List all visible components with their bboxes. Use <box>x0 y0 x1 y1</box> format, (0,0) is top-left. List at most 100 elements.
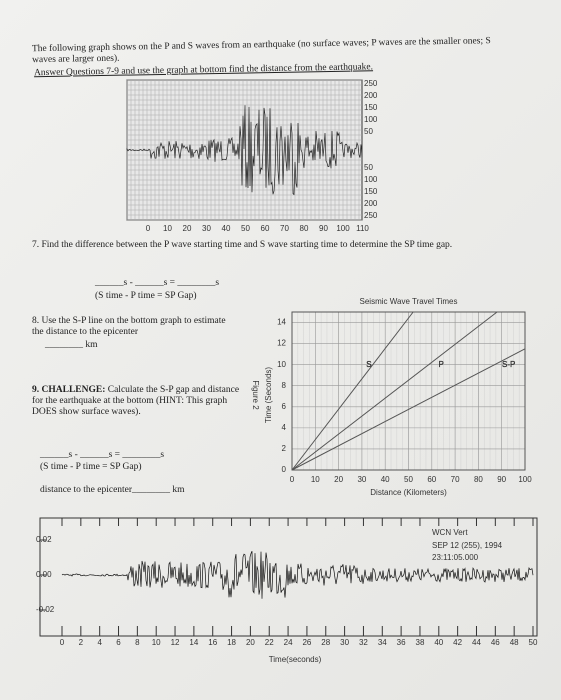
y-label: 200 <box>364 91 378 100</box>
y-tick-label: 4 <box>282 423 287 432</box>
x-tick-label: 50 <box>404 475 413 484</box>
x-label: 100 <box>336 224 350 233</box>
x-tick-label: 38 <box>416 638 425 647</box>
x-tick-label: 100 <box>518 475 532 484</box>
x-label: 90 <box>319 224 328 233</box>
x-tick-label: 30 <box>357 475 366 484</box>
x-tick-label: 22 <box>265 638 274 647</box>
x-tick-label: 36 <box>397 638 406 647</box>
x-tick-label: 32 <box>359 638 368 647</box>
blank-km: ________ km <box>45 340 98 350</box>
x-tick-label: 20 <box>334 475 343 484</box>
time: 23:11:05.000 <box>432 553 479 562</box>
question-8: 8. Use the S-P line on the bottom graph … <box>32 316 226 337</box>
y-label: 50 <box>364 127 373 136</box>
x-tick-label: 0 <box>60 638 65 647</box>
y-label: 100 <box>364 115 378 124</box>
y-tick-label: 14 <box>277 318 286 327</box>
x-tick-label: 12 <box>171 638 180 647</box>
x-tick-label: 4 <box>97 638 102 647</box>
formula: (S time - P time = SP Gap) <box>40 462 142 472</box>
series-label: P <box>438 360 443 369</box>
x-tick-label: 34 <box>378 638 387 647</box>
x-axis-label: Time(seconds) <box>269 655 322 664</box>
x-tick-label: 40 <box>381 475 390 484</box>
x-tick-label: 48 <box>510 638 519 647</box>
x-tick-label: 24 <box>284 638 293 647</box>
x-tick-label: 10 <box>311 475 320 484</box>
x-tick-label: 42 <box>453 638 462 647</box>
x-tick-label: 80 <box>474 475 483 484</box>
x-tick-label: 20 <box>246 638 255 647</box>
x-label: 0 <box>146 224 151 233</box>
series-label: S <box>366 360 371 369</box>
x-tick-label: 44 <box>472 638 481 647</box>
x-label: 110 <box>356 224 369 233</box>
y-axis-label: Time (Seconds) <box>264 367 273 424</box>
distance-blank: distance to the epicenter________ km <box>40 485 185 495</box>
formula: (S time - P time = SP Gap) <box>95 291 197 301</box>
x-tick-label: 70 <box>451 475 460 484</box>
x-label: 10 <box>163 224 172 233</box>
y-label: 150 <box>364 187 378 196</box>
x-axis-label: Distance (Kilometers) <box>370 488 447 497</box>
x-tick-label: 90 <box>497 475 506 484</box>
y-tick-label: -0.02 <box>36 605 55 614</box>
y-tick-label: 6 <box>282 402 287 411</box>
y-tick-label: 10 <box>277 360 286 369</box>
series-line <box>291 348 526 471</box>
x-label: 70 <box>280 224 289 233</box>
y-label: 250 <box>364 79 378 88</box>
bold-label: 9. CHALLENGE: <box>32 385 106 395</box>
series-label: S-P <box>502 360 515 369</box>
figure-label: Figure 2 <box>251 380 260 410</box>
x-tick-label: 16 <box>208 638 217 647</box>
waveform <box>126 105 363 196</box>
question-text: Calculate the S-P gap and distance for t… <box>32 385 240 417</box>
chart-title: Seismic Wave Travel Times <box>360 297 458 306</box>
y-label: 250 <box>364 211 378 220</box>
question-7: 7. Find the difference between the P wav… <box>32 240 453 250</box>
question-9: 9. CHALLENGE: Calculate the S-P gap and … <box>32 385 252 418</box>
x-tick-label: 28 <box>321 638 330 647</box>
x-label: 60 <box>261 224 270 233</box>
x-tick-label: 18 <box>227 638 236 647</box>
y-tick-label: 0.02 <box>36 535 52 544</box>
x-tick-label: 50 <box>529 638 538 647</box>
series-line <box>291 311 414 471</box>
y-tick-label: 0.00 <box>36 570 52 579</box>
x-label: 80 <box>300 224 309 233</box>
blank-formula: ______s - ______s = ________s <box>95 278 220 288</box>
station: WCN Vert <box>432 528 468 537</box>
x-label: 20 <box>183 224 192 233</box>
y-tick-label: 2 <box>282 444 287 453</box>
blank-formula: ______s - ______s = ________s <box>40 450 165 460</box>
x-tick-label: 46 <box>491 638 500 647</box>
x-tick-label: 6 <box>116 638 121 647</box>
y-tick-label: 8 <box>282 381 287 390</box>
x-tick-label: 10 <box>152 638 161 647</box>
y-tick-label: 0 <box>282 465 287 474</box>
x-label: 40 <box>222 224 231 233</box>
x-tick-label: 0 <box>290 475 295 484</box>
x-tick-label: 60 <box>427 475 436 484</box>
y-label: 150 <box>364 103 378 112</box>
y-label: 50 <box>364 163 373 172</box>
plot-frame <box>291 311 526 471</box>
x-tick-label: 30 <box>340 638 349 647</box>
x-tick-label: 2 <box>79 638 84 647</box>
x-label: 30 <box>202 224 211 233</box>
y-tick-label: 12 <box>277 339 286 348</box>
x-tick-label: 40 <box>434 638 443 647</box>
waveform <box>61 550 534 599</box>
x-tick-label: 14 <box>189 638 198 647</box>
x-tick-label: 8 <box>135 638 140 647</box>
x-label: 50 <box>241 224 250 233</box>
y-label: 200 <box>364 199 378 208</box>
x-tick-label: 26 <box>302 638 311 647</box>
date: SEP 12 (255), 1994 <box>432 541 503 550</box>
y-label: 100 <box>364 175 378 184</box>
series-line <box>291 311 498 471</box>
